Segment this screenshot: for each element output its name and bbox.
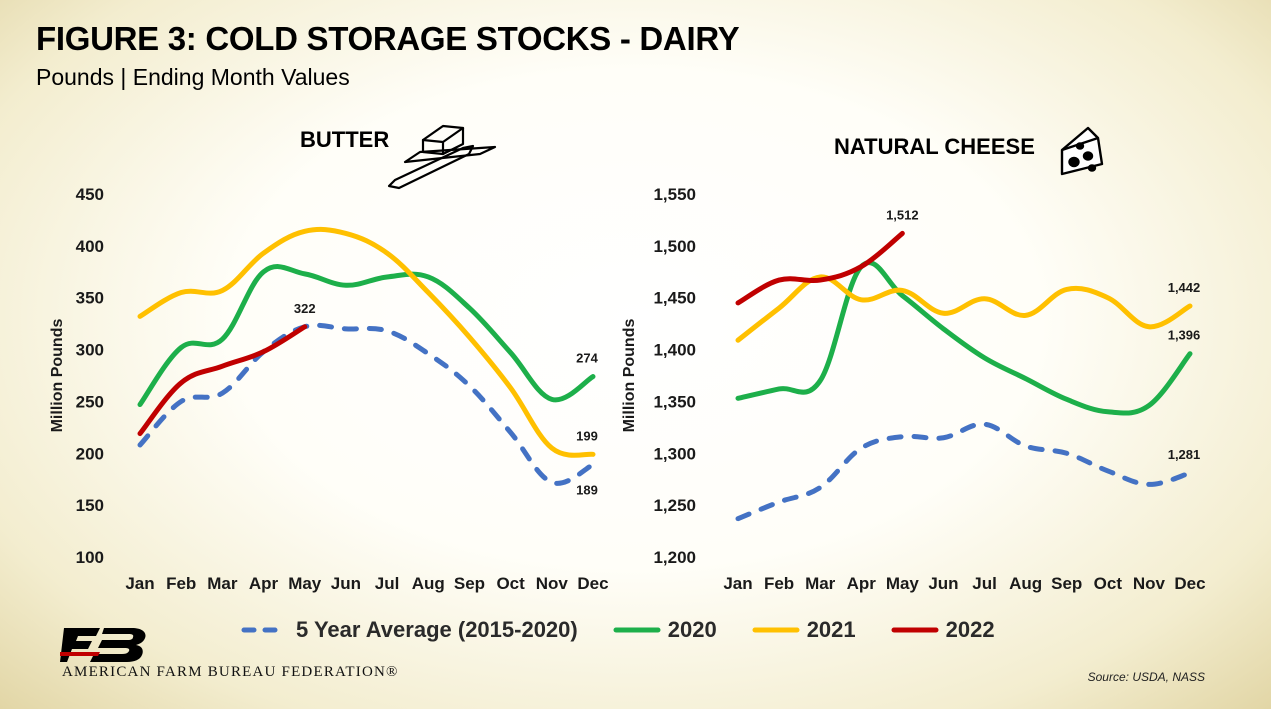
x-tick-label: Jul xyxy=(972,574,997,593)
chart-legend: 5 Year Average (2015-2020) 2020 2021 2022 xyxy=(240,614,995,646)
x-tick-label: Jan xyxy=(723,574,752,593)
data-label: 322 xyxy=(294,301,316,316)
x-tick-label: Dec xyxy=(577,574,608,593)
data-label: 1,512 xyxy=(886,207,919,222)
legend-label: 2021 xyxy=(806,617,856,642)
y-tick-label: 150 xyxy=(76,496,104,515)
data-label: 1,281 xyxy=(1168,447,1201,462)
y-tick-label: 300 xyxy=(76,341,104,360)
y-tick-label: 1,500 xyxy=(653,237,696,256)
y-tick-label: 450 xyxy=(76,185,104,204)
legend-swatch xyxy=(613,627,661,633)
x-tick-label: Jul xyxy=(375,574,400,593)
x-tick-label: Feb xyxy=(764,574,794,593)
series-line-2021 xyxy=(735,274,1193,343)
data-label: 1,442 xyxy=(1168,280,1201,295)
butter-icon xyxy=(387,124,497,190)
y-tick-label: 200 xyxy=(76,444,104,463)
legend-swatch xyxy=(241,627,289,633)
series-line-5yr xyxy=(735,421,1193,522)
y-tick-label: 1,250 xyxy=(653,496,696,515)
y-tick-label: 400 xyxy=(76,237,104,256)
org-name: AMERICAN FARM BUREAU FEDERATION® xyxy=(62,664,399,680)
y-tick-label: 1,350 xyxy=(653,392,696,411)
chart-panel-butter: BUTTER 100 150 200 250 300 350 400 450 Million Po… xyxy=(49,124,609,593)
panel-title: NATURAL CHEESE xyxy=(834,134,1035,159)
x-tick-label: Aug xyxy=(412,574,445,593)
x-tick-label: Nov xyxy=(1133,574,1166,593)
y-tick-label: 1,200 xyxy=(653,548,696,567)
x-tick-label: Aug xyxy=(1009,574,1042,593)
y-tick-label: 1,450 xyxy=(653,289,696,308)
x-tick-label: Mar xyxy=(207,574,238,593)
y-tick-label: 1,550 xyxy=(653,185,696,204)
y-tick-label: 250 xyxy=(76,392,104,411)
legend-item-2021: 2021 xyxy=(751,617,856,643)
legend-label: 5 Year Average (2015-2020) xyxy=(296,617,578,642)
legend-label: 2022 xyxy=(945,617,995,642)
x-tick-label: Jun xyxy=(331,574,361,593)
series-line-2021 xyxy=(137,226,596,458)
x-tick-label: Nov xyxy=(536,574,569,593)
data-label: 1,396 xyxy=(1168,328,1201,343)
data-label: 274 xyxy=(576,351,598,366)
series-line-2022 xyxy=(137,324,308,437)
y-tick-label: 1,300 xyxy=(653,444,696,463)
legend-swatch xyxy=(752,627,800,633)
x-tick-label: Jun xyxy=(928,574,958,593)
y-tick-label: 1,400 xyxy=(653,341,696,360)
source-note: Source: USDA, NASS xyxy=(1087,670,1205,684)
series-line-2022 xyxy=(735,230,905,306)
x-tick-label: Oct xyxy=(1094,574,1123,593)
x-tick-label: Jan xyxy=(125,574,154,593)
x-tick-label: Apr xyxy=(249,574,279,593)
legend-item-2020: 2020 xyxy=(612,617,717,643)
series-line-5yr xyxy=(137,322,596,486)
x-tick-label: Sep xyxy=(454,574,485,593)
x-tick-label: Oct xyxy=(496,574,525,593)
x-tick-label: Apr xyxy=(847,574,877,593)
y-axis-label: Million Pounds xyxy=(621,319,638,433)
x-tick-label: Dec xyxy=(1174,574,1205,593)
legend-item-2022: 2022 xyxy=(890,617,995,643)
panel-title: BUTTER xyxy=(300,127,389,152)
data-label: 189 xyxy=(576,483,598,498)
chart-panel-natural-cheese: NATURAL CHEESE 1,200 1,250 1,300 1,350 1,400 1… xyxy=(621,126,1206,593)
y-tick-label: 350 xyxy=(76,289,104,308)
legend-swatch xyxy=(891,627,939,633)
page-title: FIGURE 3: COLD STORAGE STOCKS - DAIRY xyxy=(36,20,740,57)
legend-item-5yr: 5 Year Average (2015-2020) xyxy=(240,617,578,643)
y-tick-label: 100 xyxy=(76,548,104,567)
series-line-2020 xyxy=(137,264,596,408)
x-tick-label: Feb xyxy=(166,574,196,593)
page-subtitle: Pounds | Ending Month Values xyxy=(36,64,350,90)
legend-label: 2020 xyxy=(667,617,717,642)
x-tick-label: May xyxy=(288,574,322,593)
x-tick-label: May xyxy=(886,574,920,593)
data-label: 199 xyxy=(576,428,598,443)
cheese-icon xyxy=(1060,126,1104,176)
farm-bureau-logo-icon xyxy=(60,628,146,662)
x-tick-label: Mar xyxy=(805,574,836,593)
x-tick-label: Sep xyxy=(1051,574,1082,593)
series-line-2020 xyxy=(735,260,1193,416)
y-axis-label: Million Pounds xyxy=(49,319,66,433)
